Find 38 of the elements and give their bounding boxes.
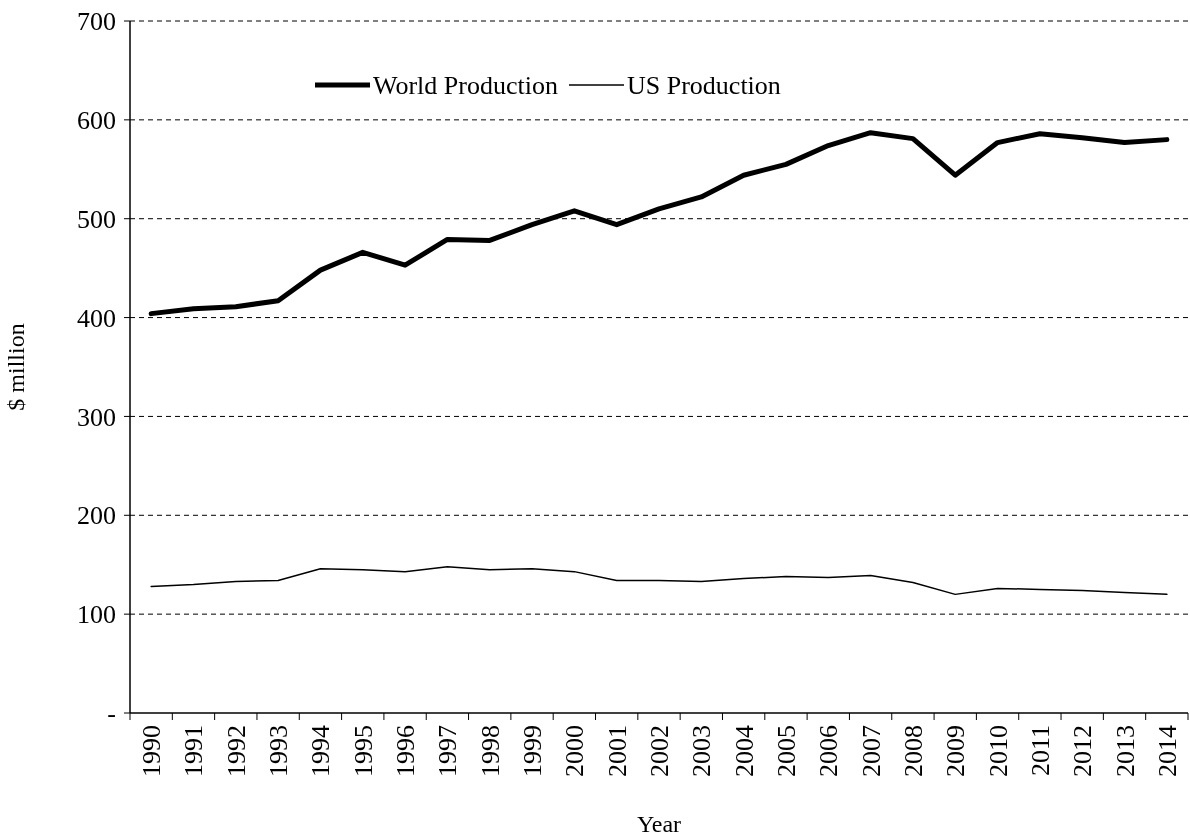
- x-tick-label: 1990: [137, 725, 167, 777]
- x-tick-label: 1999: [518, 725, 548, 777]
- x-tick-label: 2010: [983, 725, 1013, 777]
- x-tick-label: 2005: [771, 725, 801, 777]
- y-tick-label: 700: [77, 7, 116, 37]
- x-tick-label: 1992: [221, 725, 251, 777]
- x-tick-label: 2001: [602, 725, 632, 777]
- x-tick-label: 2014: [1152, 725, 1182, 777]
- x-tick-label: 2011: [1025, 725, 1055, 777]
- y-tick-label: 500: [77, 204, 116, 234]
- x-tick-label: 2013: [1110, 725, 1140, 777]
- x-tick-label: 2000: [560, 725, 590, 777]
- y-tick-label: 300: [77, 402, 116, 432]
- y-tick-label: 400: [77, 303, 116, 333]
- legend-label: US Production: [627, 71, 781, 101]
- x-tick-label: 1991: [179, 725, 209, 777]
- x-tick-label: 1995: [348, 725, 378, 777]
- x-tick-label: 1993: [264, 725, 294, 777]
- x-tick-label: 1994: [306, 725, 336, 777]
- x-tick-label: 2002: [645, 725, 674, 777]
- x-tick-label: 2003: [687, 725, 717, 777]
- x-tick-label: 2009: [941, 725, 971, 777]
- x-tick-label: 2012: [1068, 725, 1098, 777]
- y-axis-title: $ million: [3, 323, 29, 411]
- y-tick-label: -: [107, 699, 116, 729]
- x-tick-label: 1998: [475, 725, 505, 777]
- x-tick-label: 2004: [729, 725, 759, 777]
- x-tick-label: 2008: [898, 725, 928, 777]
- x-tick-label: 2006: [814, 725, 844, 777]
- legend-label: World Production: [373, 71, 558, 101]
- x-tick-label: 1997: [433, 725, 463, 777]
- y-tick-label: 200: [77, 501, 116, 531]
- line-series: [150, 565, 1168, 596]
- y-tick-label: 100: [77, 600, 116, 630]
- x-axis-title: Year: [636, 811, 682, 837]
- x-tick-label: 2007: [856, 725, 886, 777]
- y-tick-label: 600: [77, 105, 116, 135]
- x-tick-label: 1996: [391, 725, 421, 777]
